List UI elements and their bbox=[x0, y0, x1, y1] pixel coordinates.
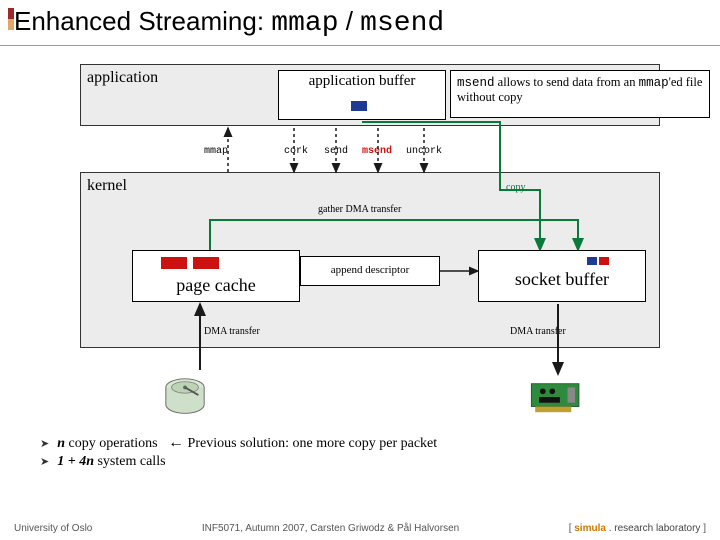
bullet2-rest: system calls bbox=[94, 454, 166, 469]
bullet1-n: n bbox=[57, 436, 65, 451]
title-bar: Enhanced Streaming: mmap / msend bbox=[0, 0, 720, 46]
gather-label: gather DMA transfer bbox=[318, 204, 401, 215]
packet-red-icon bbox=[161, 257, 187, 269]
callout-msend: msend bbox=[457, 76, 495, 90]
uncork-arrow-label: uncork bbox=[406, 146, 442, 157]
footer-mid: INF5071, Autumn 2007, Carsten Griwodz & … bbox=[202, 523, 459, 534]
cork-arrow-label: cork bbox=[284, 146, 308, 157]
packet-red-icon bbox=[193, 257, 219, 269]
title-msend: msend bbox=[360, 8, 444, 39]
footer: University of Oslo INF5071, Autumn 2007,… bbox=[0, 516, 720, 540]
callout-mmap: mmap bbox=[639, 76, 669, 90]
diagram-stage: application kernel application buffer ms… bbox=[80, 64, 660, 424]
disk-icon bbox=[162, 374, 208, 420]
packet-blue-icon bbox=[351, 101, 367, 111]
title-prefix: Enhanced Streaming: bbox=[14, 6, 271, 36]
footer-right: [ simula . research laboratory ] bbox=[569, 523, 706, 534]
bullet-item: ➤ n copy operations ← Previous solution:… bbox=[40, 434, 680, 452]
packet-red-icon bbox=[599, 257, 609, 265]
application-buffer: application buffer bbox=[278, 70, 446, 120]
msend-arrow-label: msend bbox=[362, 146, 392, 157]
page-cache: page cache bbox=[132, 250, 300, 302]
chevron-icon: ➤ bbox=[40, 437, 49, 450]
application-label: application bbox=[87, 69, 158, 87]
title-sep: / bbox=[339, 6, 361, 36]
dma-left-label: DMA transfer bbox=[204, 326, 260, 337]
bullet1-rest: copy operations bbox=[65, 436, 158, 451]
send-arrow-label: send bbox=[324, 146, 348, 157]
copy-arrow-label: copy bbox=[506, 182, 525, 193]
socket-buffer-label: socket buffer bbox=[479, 251, 645, 290]
callout-mid: allows to send data from an bbox=[495, 75, 639, 89]
network-card-icon bbox=[528, 378, 588, 416]
bullet-list: ➤ n copy operations ← Previous solution:… bbox=[40, 432, 680, 472]
dma-right-label: DMA transfer bbox=[510, 326, 566, 337]
kernel-label: kernel bbox=[87, 177, 127, 195]
socket-buffer: socket buffer bbox=[478, 250, 646, 302]
packet-blue-icon bbox=[587, 257, 597, 265]
footer-brand-rest: . research laboratory bbox=[606, 523, 701, 534]
footer-left: University of Oslo bbox=[14, 523, 92, 534]
descriptor-label: append descriptor bbox=[331, 264, 410, 276]
footer-brand: simula bbox=[574, 523, 606, 534]
app-buffer-label: application buffer bbox=[279, 71, 445, 90]
append-descriptor: append descriptor bbox=[300, 256, 440, 286]
chevron-icon: ➤ bbox=[40, 455, 49, 468]
mmap-arrow-label: mmap bbox=[204, 146, 228, 157]
accent-tick bbox=[8, 8, 14, 30]
title-mmap: mmap bbox=[271, 8, 338, 39]
bullet-item: ➤ 1 + 4n system calls bbox=[40, 454, 680, 470]
bullet1-prev: Previous solution: one more copy per pac… bbox=[184, 436, 437, 451]
callout-note: msend allows to send data from an mmap'e… bbox=[450, 70, 710, 118]
bullet2-expr: 1 + 4n bbox=[57, 454, 94, 469]
left-arrow-icon: ← bbox=[168, 434, 184, 451]
